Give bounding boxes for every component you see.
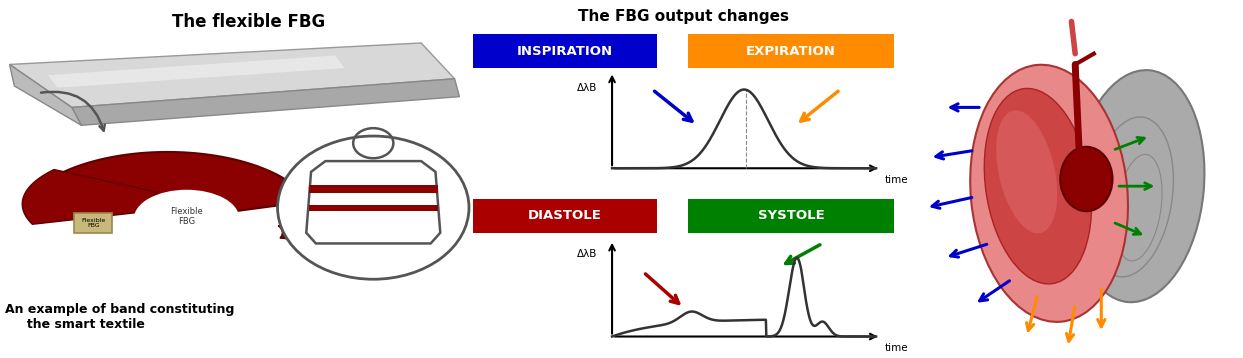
Text: The FBG output changes: The FBG output changes xyxy=(578,9,789,24)
Text: ΔλB: ΔλB xyxy=(577,83,598,93)
Polygon shape xyxy=(10,43,455,107)
Ellipse shape xyxy=(971,65,1127,322)
Bar xyxy=(474,34,656,68)
Polygon shape xyxy=(10,64,81,125)
Polygon shape xyxy=(47,55,344,88)
Text: time: time xyxy=(885,343,909,353)
Ellipse shape xyxy=(1060,147,1112,211)
Text: DIASTOLE: DIASTOLE xyxy=(528,209,602,222)
Ellipse shape xyxy=(1073,70,1204,302)
Ellipse shape xyxy=(134,190,239,247)
Ellipse shape xyxy=(996,110,1058,233)
Polygon shape xyxy=(278,213,373,247)
Bar xyxy=(308,205,438,211)
Text: ΔλB: ΔλB xyxy=(577,249,598,259)
Ellipse shape xyxy=(984,88,1091,284)
Bar xyxy=(474,199,656,233)
Text: An example of band constituting
     the smart textile: An example of band constituting the smar… xyxy=(5,303,234,330)
Circle shape xyxy=(277,136,469,279)
Text: SYSTOLE: SYSTOLE xyxy=(758,209,824,222)
Polygon shape xyxy=(22,170,158,224)
Text: Flexible
FBG: Flexible FBG xyxy=(81,218,106,228)
Text: The flexible FBG: The flexible FBG xyxy=(173,13,326,30)
Text: INSPIRATION: INSPIRATION xyxy=(517,44,613,58)
Text: time: time xyxy=(885,175,909,185)
Bar xyxy=(308,185,438,193)
Bar xyxy=(75,213,112,233)
Text: EXPIRATION: EXPIRATION xyxy=(746,44,837,58)
Polygon shape xyxy=(72,79,460,125)
Bar xyxy=(689,34,894,68)
Text: Flexible
FBG: Flexible FBG xyxy=(170,207,203,226)
Bar xyxy=(689,199,894,233)
Polygon shape xyxy=(27,152,310,211)
